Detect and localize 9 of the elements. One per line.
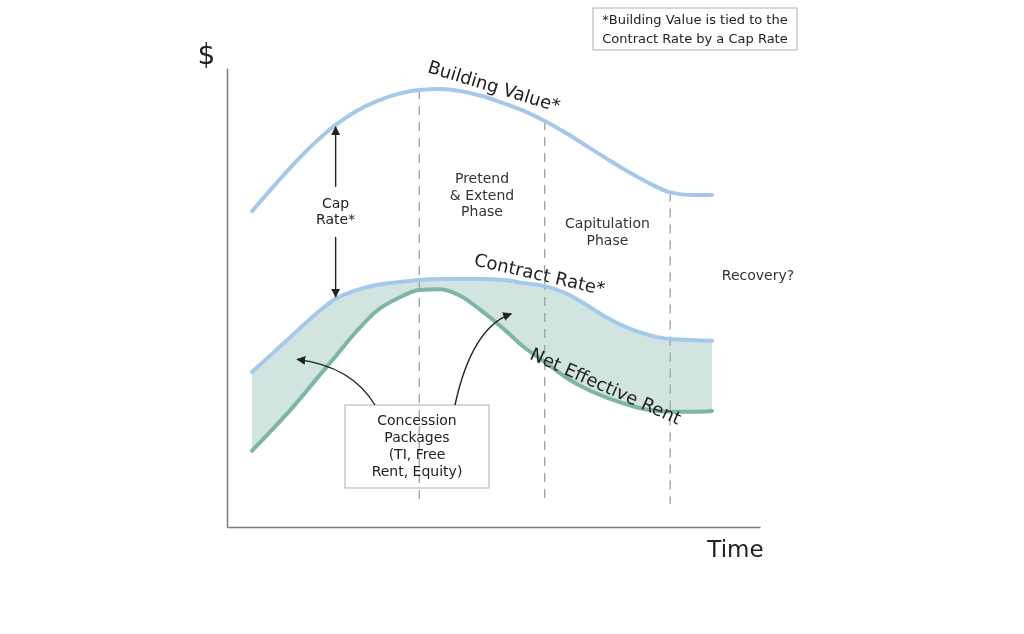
annotation: Cap Rate* <box>316 194 356 227</box>
annotation: Pretend & Extend Phase <box>449 170 515 220</box>
annotation: Concession Packages (TI, Free Rent, Equity) <box>371 412 463 479</box>
y-axis-title: $ <box>197 37 216 71</box>
annotation: Recovery? <box>721 266 795 283</box>
text: Contract Rate* <box>472 248 608 300</box>
annotation: Capitulation Phase <box>565 215 650 248</box>
x-axis-title: Time <box>706 535 764 562</box>
text: *Building Value is tied to the Contract Rate by a Cap Rate <box>602 11 788 46</box>
